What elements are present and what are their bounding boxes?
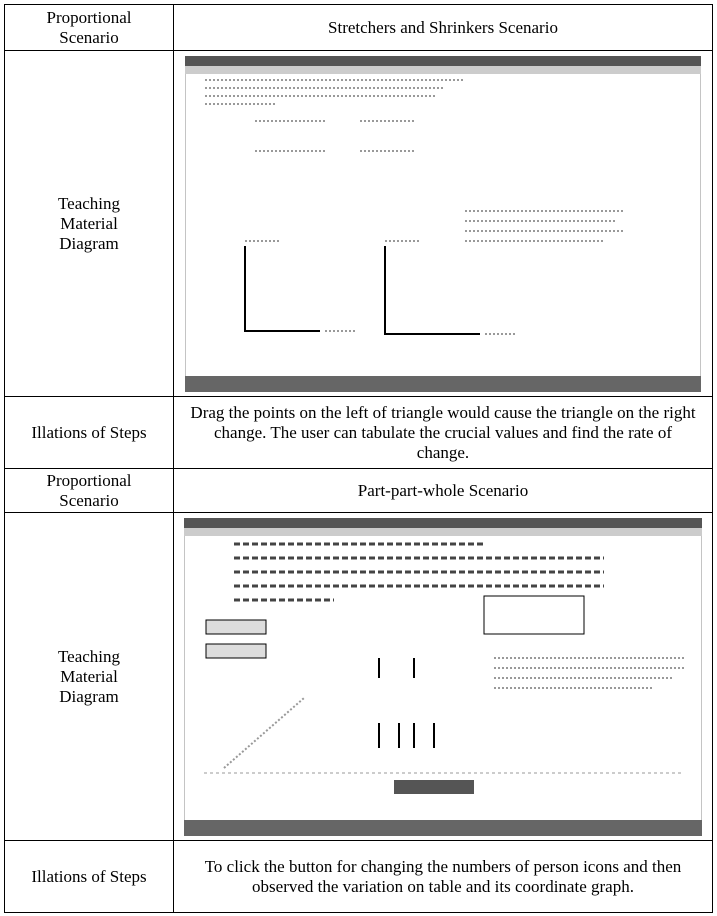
row-label: Teaching Material Diagram [44,194,134,254]
row-label: Proportional Scenario [29,8,149,48]
cell: Stretchers and Shrinkers Scenario [174,5,713,51]
cell: Illations of Steps [5,841,174,913]
screenshot-shape [184,528,702,536]
table-row: Illations of Steps To click the button f… [5,841,713,913]
screenshot-shape [394,780,474,794]
scenario-name: Stretchers and Shrinkers Scenario [174,18,712,38]
scenario-name: Part-part-whole Scenario [174,481,712,501]
table-row: Teaching Material Diagram [5,51,713,397]
step-description: Drag the points on the left of triangle … [188,403,698,463]
cell: Teaching Material Diagram [5,51,174,397]
table-row: Proportional Scenario Stretchers and Shr… [5,5,713,51]
screenshot [185,56,701,392]
row-label: Teaching Material Diagram [44,647,134,707]
screenshot-shape [185,56,701,392]
screenshot-shape [206,644,266,658]
step-description: To click the button for changing the num… [188,857,698,897]
screenshot-shape [184,820,702,836]
screenshot-shape [185,376,701,392]
cell: Proportional Scenario [5,5,174,51]
cell [174,513,713,841]
screenshot [184,518,702,836]
cell: Part-part-whole Scenario [174,469,713,513]
page: Proportional Scenario Stretchers and Shr… [0,0,717,916]
cell: Teaching Material Diagram [5,513,174,841]
cell: Illations of Steps [5,397,174,469]
cell: Drag the points on the left of triangle … [174,397,713,469]
screenshot-shape [185,56,701,66]
table-row: Proportional Scenario Part-part-whole Sc… [5,469,713,513]
table-row: Illations of Steps Drag the points on th… [5,397,713,469]
row-label: Illations of Steps [29,423,149,443]
cell [174,51,713,397]
screenshot-shape [206,620,266,634]
table-row: Teaching Material Diagram [5,513,713,841]
scenario-table: Proportional Scenario Stretchers and Shr… [4,4,713,913]
cell: Proportional Scenario [5,469,174,513]
cell: To click the button for changing the num… [174,841,713,913]
screenshot-shape [184,518,702,528]
screenshot-shape [185,66,701,74]
row-label: Proportional Scenario [29,471,149,511]
row-label: Illations of Steps [29,867,149,887]
